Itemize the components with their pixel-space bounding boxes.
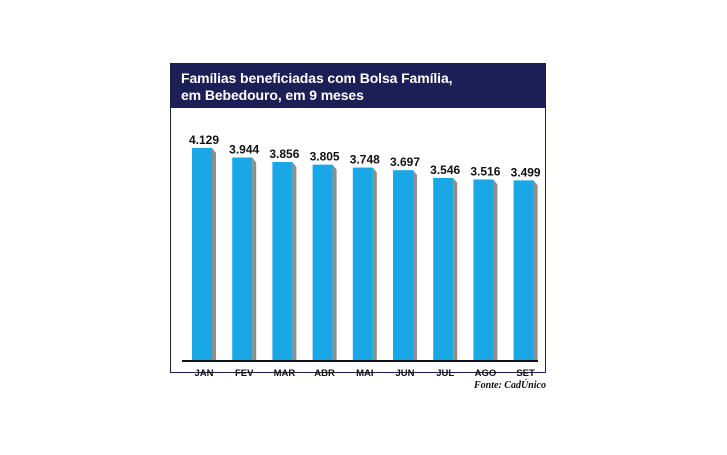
value-label: 4.129 [189,133,219,147]
value-label: 3.944 [229,142,259,156]
value-label: 3.546 [430,163,460,177]
category-label: MAR [274,368,296,379]
bar-shadow [252,157,257,360]
bar [393,170,413,360]
value-label: 3.697 [390,155,420,169]
value-label: 3.856 [269,147,299,161]
category-label: MAI [356,368,373,379]
bar [433,177,454,360]
bar [473,179,494,360]
category-label: AGO [475,368,497,379]
value-label: 3.748 [350,153,380,167]
chart-title: Famílias beneficiadas com Bolsa Família,… [171,64,545,108]
value-label: 3.805 [310,150,340,164]
category-label: JAN [194,368,213,379]
category-label: ABR [314,368,335,379]
bar [513,180,534,360]
bar [272,162,293,360]
category-label: JUL [436,368,454,379]
bar-shadow [533,180,538,360]
bar-shadow [332,164,337,360]
value-label: 3.499 [511,165,541,179]
category-label: FEV [235,368,254,379]
category-label: JUN [395,368,414,379]
bar [192,148,212,360]
bar [352,167,373,360]
value-label: 3.516 [470,164,500,178]
bar-shadow [493,179,498,360]
category-label: SET [516,368,535,379]
bar-shadow [453,177,458,360]
bar-shadow [372,167,377,360]
bar-shadow [212,148,216,360]
bar-shadow [292,162,297,360]
chart-title-line-2: em Bebedouro, em 9 meses [181,87,364,103]
bar [312,164,333,360]
chart-title-line-1: Famílias beneficiadas com Bolsa Família, [181,70,453,86]
source-note: Fonte: CadÚnico [474,380,546,391]
bar-shadow [413,170,417,360]
bar [232,157,253,360]
